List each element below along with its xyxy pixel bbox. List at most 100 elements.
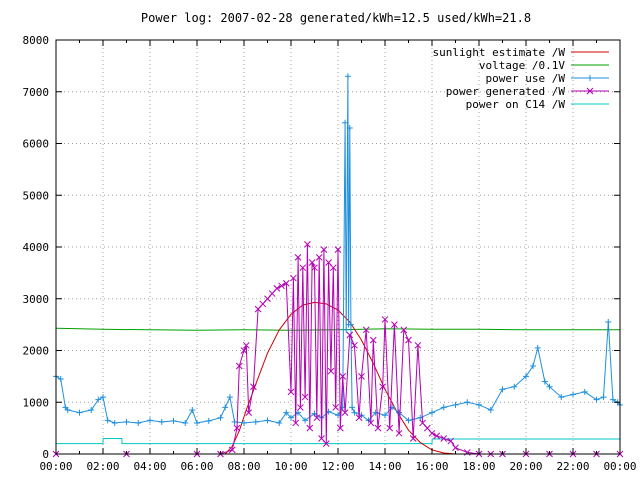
data-point <box>88 407 95 414</box>
data-point <box>581 388 588 395</box>
data-point <box>570 391 576 398</box>
data-point <box>499 386 506 393</box>
x-axis: 00:00 02:00 04:00 06:00 08:00 10:00 12:00 14:00… <box>39 40 637 473</box>
data-point <box>600 394 607 401</box>
data-point <box>301 393 309 401</box>
data-point <box>327 367 335 375</box>
data-point <box>111 419 118 426</box>
y-axis: 0 1000 2000 3000 4000 5000 6000 7000 8000 <box>23 34 620 461</box>
data-point <box>158 418 165 425</box>
data-point <box>447 437 455 445</box>
data-point <box>288 414 294 421</box>
series-line <box>56 438 620 445</box>
data-point <box>334 246 342 253</box>
data-point <box>332 404 340 411</box>
data-point <box>278 282 285 290</box>
data-point <box>302 417 309 424</box>
x-tick-label: 08:00 <box>227 460 260 473</box>
y-tick-label: 4000 <box>23 241 50 254</box>
data-point <box>382 412 388 419</box>
data-point <box>194 419 200 426</box>
data-point <box>226 394 233 401</box>
data-point <box>414 341 422 349</box>
legend-marker <box>587 75 593 81</box>
data-point <box>182 419 189 426</box>
data-point <box>386 424 394 432</box>
data-point <box>511 383 518 390</box>
x-tick-label: 02:00 <box>86 460 119 473</box>
data-point <box>329 264 337 272</box>
data-point <box>381 316 389 323</box>
data-point <box>428 429 436 437</box>
data-point <box>322 440 330 448</box>
data-point <box>147 417 153 424</box>
y-tick-label: 6000 <box>23 138 50 151</box>
data-point <box>396 409 403 416</box>
data-point <box>304 241 311 248</box>
data-point <box>452 401 459 408</box>
data-point <box>523 373 529 380</box>
data-point <box>95 396 102 403</box>
legend-label: voltage /0.1V <box>479 59 565 72</box>
data-point <box>297 404 304 411</box>
data-point <box>170 417 177 424</box>
data-point <box>346 331 354 339</box>
x-tick-label: 12:00 <box>321 460 354 473</box>
x-tick-label: 00:00 <box>39 460 72 473</box>
data-point <box>233 424 241 432</box>
data-point <box>476 401 482 408</box>
data-point <box>313 414 321 422</box>
data-point <box>252 418 259 425</box>
data-point <box>452 444 459 452</box>
x-tick-label: 14:00 <box>368 460 401 473</box>
data-point <box>487 407 494 414</box>
data-point <box>343 326 350 333</box>
data-point <box>283 409 290 416</box>
data-point <box>264 417 271 424</box>
data-point <box>593 396 600 403</box>
data-point <box>235 362 243 370</box>
data-point <box>308 259 316 266</box>
legend-label: power on C14 /W <box>466 98 566 111</box>
y-tick-label: 2000 <box>23 345 50 358</box>
data-point <box>292 419 300 427</box>
data-point <box>341 409 349 416</box>
data-point <box>342 119 349 126</box>
data-point <box>374 424 382 432</box>
legend-marker <box>586 87 594 95</box>
data-point <box>250 383 257 391</box>
data-point <box>287 388 295 396</box>
data-point <box>351 409 358 416</box>
y-tick-label: 1000 <box>23 396 50 409</box>
data-point <box>320 246 328 253</box>
data-point <box>100 394 106 401</box>
data-point <box>358 373 365 380</box>
data-point <box>372 409 379 416</box>
data-point <box>241 419 247 426</box>
data-point <box>405 417 412 424</box>
data-point <box>189 407 196 414</box>
data-point <box>433 432 441 440</box>
data-point <box>409 435 417 442</box>
data-point <box>530 363 537 370</box>
data-point <box>76 409 83 416</box>
data-point <box>379 383 387 391</box>
data-point <box>222 404 229 411</box>
x-tick-label: 22:00 <box>556 460 589 473</box>
data-point <box>609 396 616 403</box>
data-point <box>349 404 356 411</box>
y-tick-label: 7000 <box>23 86 50 99</box>
data-point <box>57 375 64 382</box>
data-point <box>306 424 314 432</box>
data-point <box>440 435 448 442</box>
data-point <box>245 409 253 416</box>
data-point <box>240 347 248 354</box>
series-layer <box>52 73 624 458</box>
data-point <box>391 321 398 328</box>
data-point <box>541 378 548 385</box>
data-point <box>351 341 358 349</box>
data-point <box>344 73 351 80</box>
x-tick-label: 10:00 <box>274 460 307 473</box>
data-point <box>276 419 283 426</box>
